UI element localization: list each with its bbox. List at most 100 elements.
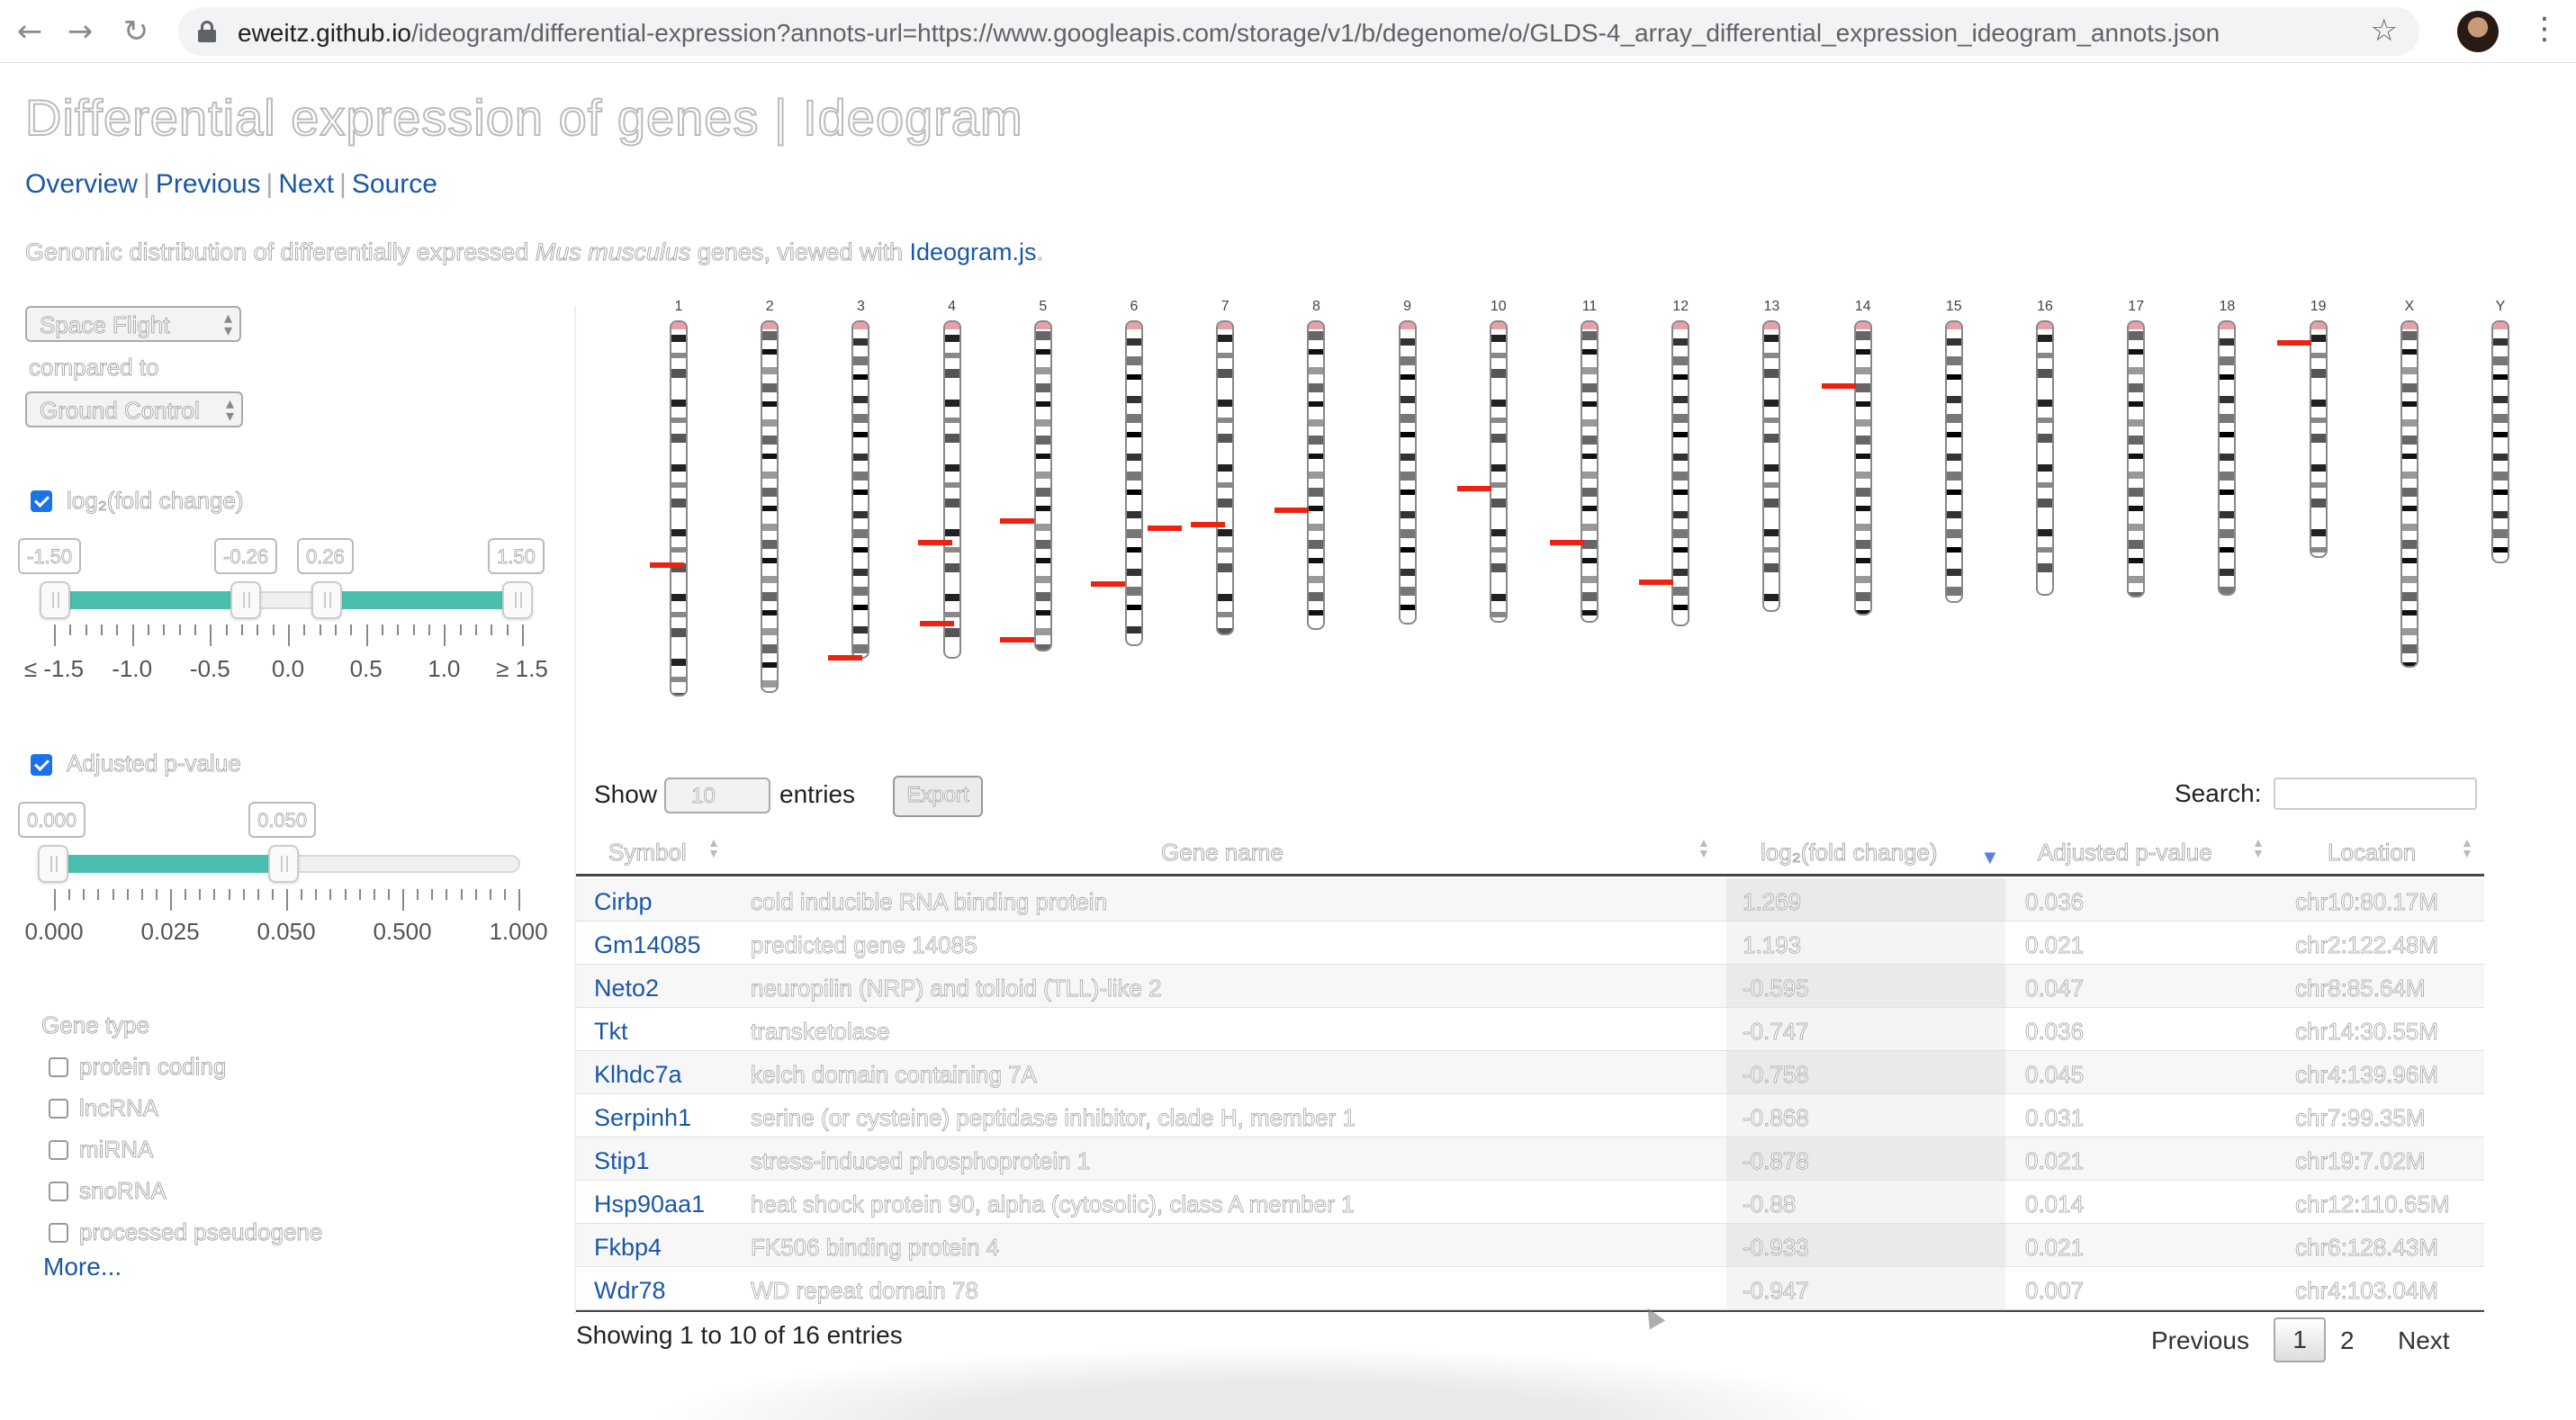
chromosome-6[interactable] — [1125, 320, 1143, 646]
back-arrow-icon[interactable]: ← — [16, 13, 43, 49]
chromosome-3[interactable] — [851, 320, 870, 659]
export-button[interactable]: Export — [893, 776, 983, 817]
col-gene-name[interactable]: Gene name — [1161, 839, 1284, 867]
chromosome-12[interactable] — [1671, 320, 1690, 626]
browser-menu-icon[interactable]: ⋮ — [2529, 11, 2560, 47]
url-text[interactable]: eweitz.github.io/ideogram/differential-e… — [238, 19, 2220, 47]
chromosome-7[interactable] — [1216, 320, 1235, 635]
slider-tick — [210, 625, 212, 646]
gene-annotation-marker[interactable] — [1456, 486, 1491, 491]
pager-previous[interactable]: Previous — [2151, 1326, 2249, 1354]
gene-annotation-marker[interactable] — [1550, 540, 1584, 545]
chromosome-19[interactable] — [2309, 320, 2328, 558]
col-adjusted-p-value[interactable]: Adjusted p-value — [2038, 839, 2212, 867]
fold-change-handle-high[interactable] — [311, 581, 342, 619]
chromosome-15[interactable] — [1944, 320, 1963, 603]
fold-change-handle-max[interactable] — [502, 581, 533, 619]
chromosome-18[interactable] — [2218, 320, 2237, 596]
chromosome-2[interactable] — [761, 320, 779, 693]
pvalue-handle-max[interactable] — [268, 845, 299, 883]
gene-symbol-link[interactable]: Klhdc7a — [594, 1061, 682, 1088]
gene-type-checkbox[interactable] — [49, 1140, 68, 1160]
gene-symbol-link[interactable]: Fkbp4 — [594, 1234, 662, 1261]
chromosome-8[interactable] — [1307, 320, 1326, 630]
chromosome-14[interactable] — [1853, 320, 1872, 616]
gene-symbol-link[interactable]: Neto2 — [594, 975, 660, 1002]
sort-icon: ▲ ▼ — [707, 835, 720, 860]
chromosome-11[interactable] — [1581, 320, 1599, 623]
control-select[interactable]: Ground Control ▴ ▾ — [25, 391, 243, 427]
gene-symbol-link[interactable]: Wdr78 — [594, 1277, 666, 1304]
chromosome-4[interactable] — [942, 320, 961, 659]
search-input[interactable] — [2274, 777, 2477, 810]
pvalue-checkbox[interactable] — [31, 754, 52, 776]
gene-symbol-link[interactable]: Serpinh1 — [594, 1104, 692, 1131]
chromosome-X[interactable] — [2400, 320, 2418, 668]
gene-type-checkbox[interactable] — [49, 1223, 68, 1243]
source-link[interactable]: Source — [351, 169, 437, 199]
chromosome-13[interactable] — [1762, 320, 1781, 612]
chromosome-10[interactable] — [1489, 320, 1508, 623]
fold-change-checkbox[interactable] — [31, 490, 52, 512]
overview-link[interactable]: Overview — [25, 169, 139, 199]
profile-avatar[interactable] — [2457, 11, 2499, 52]
page-length-select[interactable]: 10 — [664, 777, 770, 813]
lock-icon — [198, 21, 216, 42]
gene-annotation-marker[interactable] — [1091, 581, 1125, 587]
gene-symbol-link[interactable]: Stip1 — [594, 1147, 650, 1174]
gene-symbol-link[interactable]: Hsp90aa1 — [594, 1191, 706, 1218]
gene-annotation-marker[interactable] — [917, 540, 952, 545]
gene-annotation-marker[interactable] — [1821, 383, 1856, 389]
fold-change-handle-min[interactable] — [40, 581, 70, 619]
chromosome-17[interactable] — [2127, 320, 2146, 598]
col-log2-fold-change[interactable]: log₂(fold change) — [1761, 839, 1938, 867]
fold-change-low-value: -0.26 — [214, 538, 278, 574]
fold-change-fill-right — [326, 591, 518, 609]
gene-annotation-marker[interactable] — [1191, 522, 1226, 527]
location-cell: chr6:128.43M — [2295, 1234, 2439, 1262]
gene-type-checkbox[interactable] — [49, 1057, 68, 1077]
chromosome-9[interactable] — [1398, 320, 1417, 625]
gene-annotation-marker[interactable] — [2276, 340, 2311, 346]
gene-type-checkbox[interactable] — [49, 1099, 68, 1119]
gene-annotation-marker[interactable] — [999, 518, 1034, 524]
slider-tick — [101, 625, 103, 635]
previous-link[interactable]: Previous — [155, 169, 261, 199]
chromosome-Y[interactable] — [2491, 320, 2509, 563]
pvalue-handle-min[interactable] — [38, 845, 68, 883]
chromosome-16[interactable] — [2036, 320, 2054, 596]
pager-page-2[interactable]: 2 — [2340, 1326, 2355, 1354]
bookmark-star-icon[interactable]: ☆ — [2370, 13, 2398, 49]
gene-annotation-marker[interactable] — [828, 655, 863, 661]
reload-icon[interactable]: ↻ — [122, 13, 149, 49]
pager-page-1[interactable]: 1 — [2274, 1317, 2326, 1362]
gene-annotation-marker[interactable] — [650, 562, 684, 568]
gene-annotation-marker[interactable] — [999, 637, 1034, 643]
next-link[interactable]: Next — [278, 169, 335, 199]
location-cell: chr2:122.48M — [2295, 931, 2439, 959]
forward-arrow-icon[interactable]: → — [67, 13, 94, 49]
address-bar[interactable]: eweitz.github.io/ideogram/differential-e… — [178, 7, 2419, 56]
slider-tick — [382, 625, 383, 635]
more-gene-types-link[interactable]: More... — [43, 1253, 122, 1281]
chromosome-1[interactable] — [670, 320, 688, 697]
fold-change-max-value: 1.50 — [488, 538, 545, 574]
chromosome-label: 4 — [948, 299, 957, 314]
col-location[interactable]: Location — [2328, 839, 2417, 867]
pager-next[interactable]: Next — [2398, 1326, 2450, 1354]
gene-symbol-link[interactable]: Tkt — [594, 1018, 628, 1045]
fold-change-handle-low[interactable] — [230, 581, 261, 619]
gene-annotation-marker[interactable] — [1639, 580, 1674, 585]
col-symbol[interactable]: Symbol — [608, 839, 688, 867]
gene-annotation-marker[interactable] — [1148, 526, 1183, 531]
gene-type-checkbox[interactable] — [49, 1182, 68, 1201]
condition-select[interactable]: Space Flight ▴ ▾ — [25, 306, 241, 342]
gene-symbol-link[interactable]: Cirbp — [594, 888, 653, 915]
gene-annotation-marker[interactable] — [1274, 508, 1310, 513]
gene-symbol-link[interactable]: Gm14085 — [594, 931, 701, 958]
gene-annotation-marker[interactable] — [919, 621, 954, 626]
chromosome-5[interactable] — [1033, 320, 1052, 652]
ideogram-js-link[interactable]: Ideogram.js — [909, 238, 1037, 265]
slider-tick — [140, 889, 143, 900]
chromosome-label: 14 — [1854, 299, 1871, 314]
